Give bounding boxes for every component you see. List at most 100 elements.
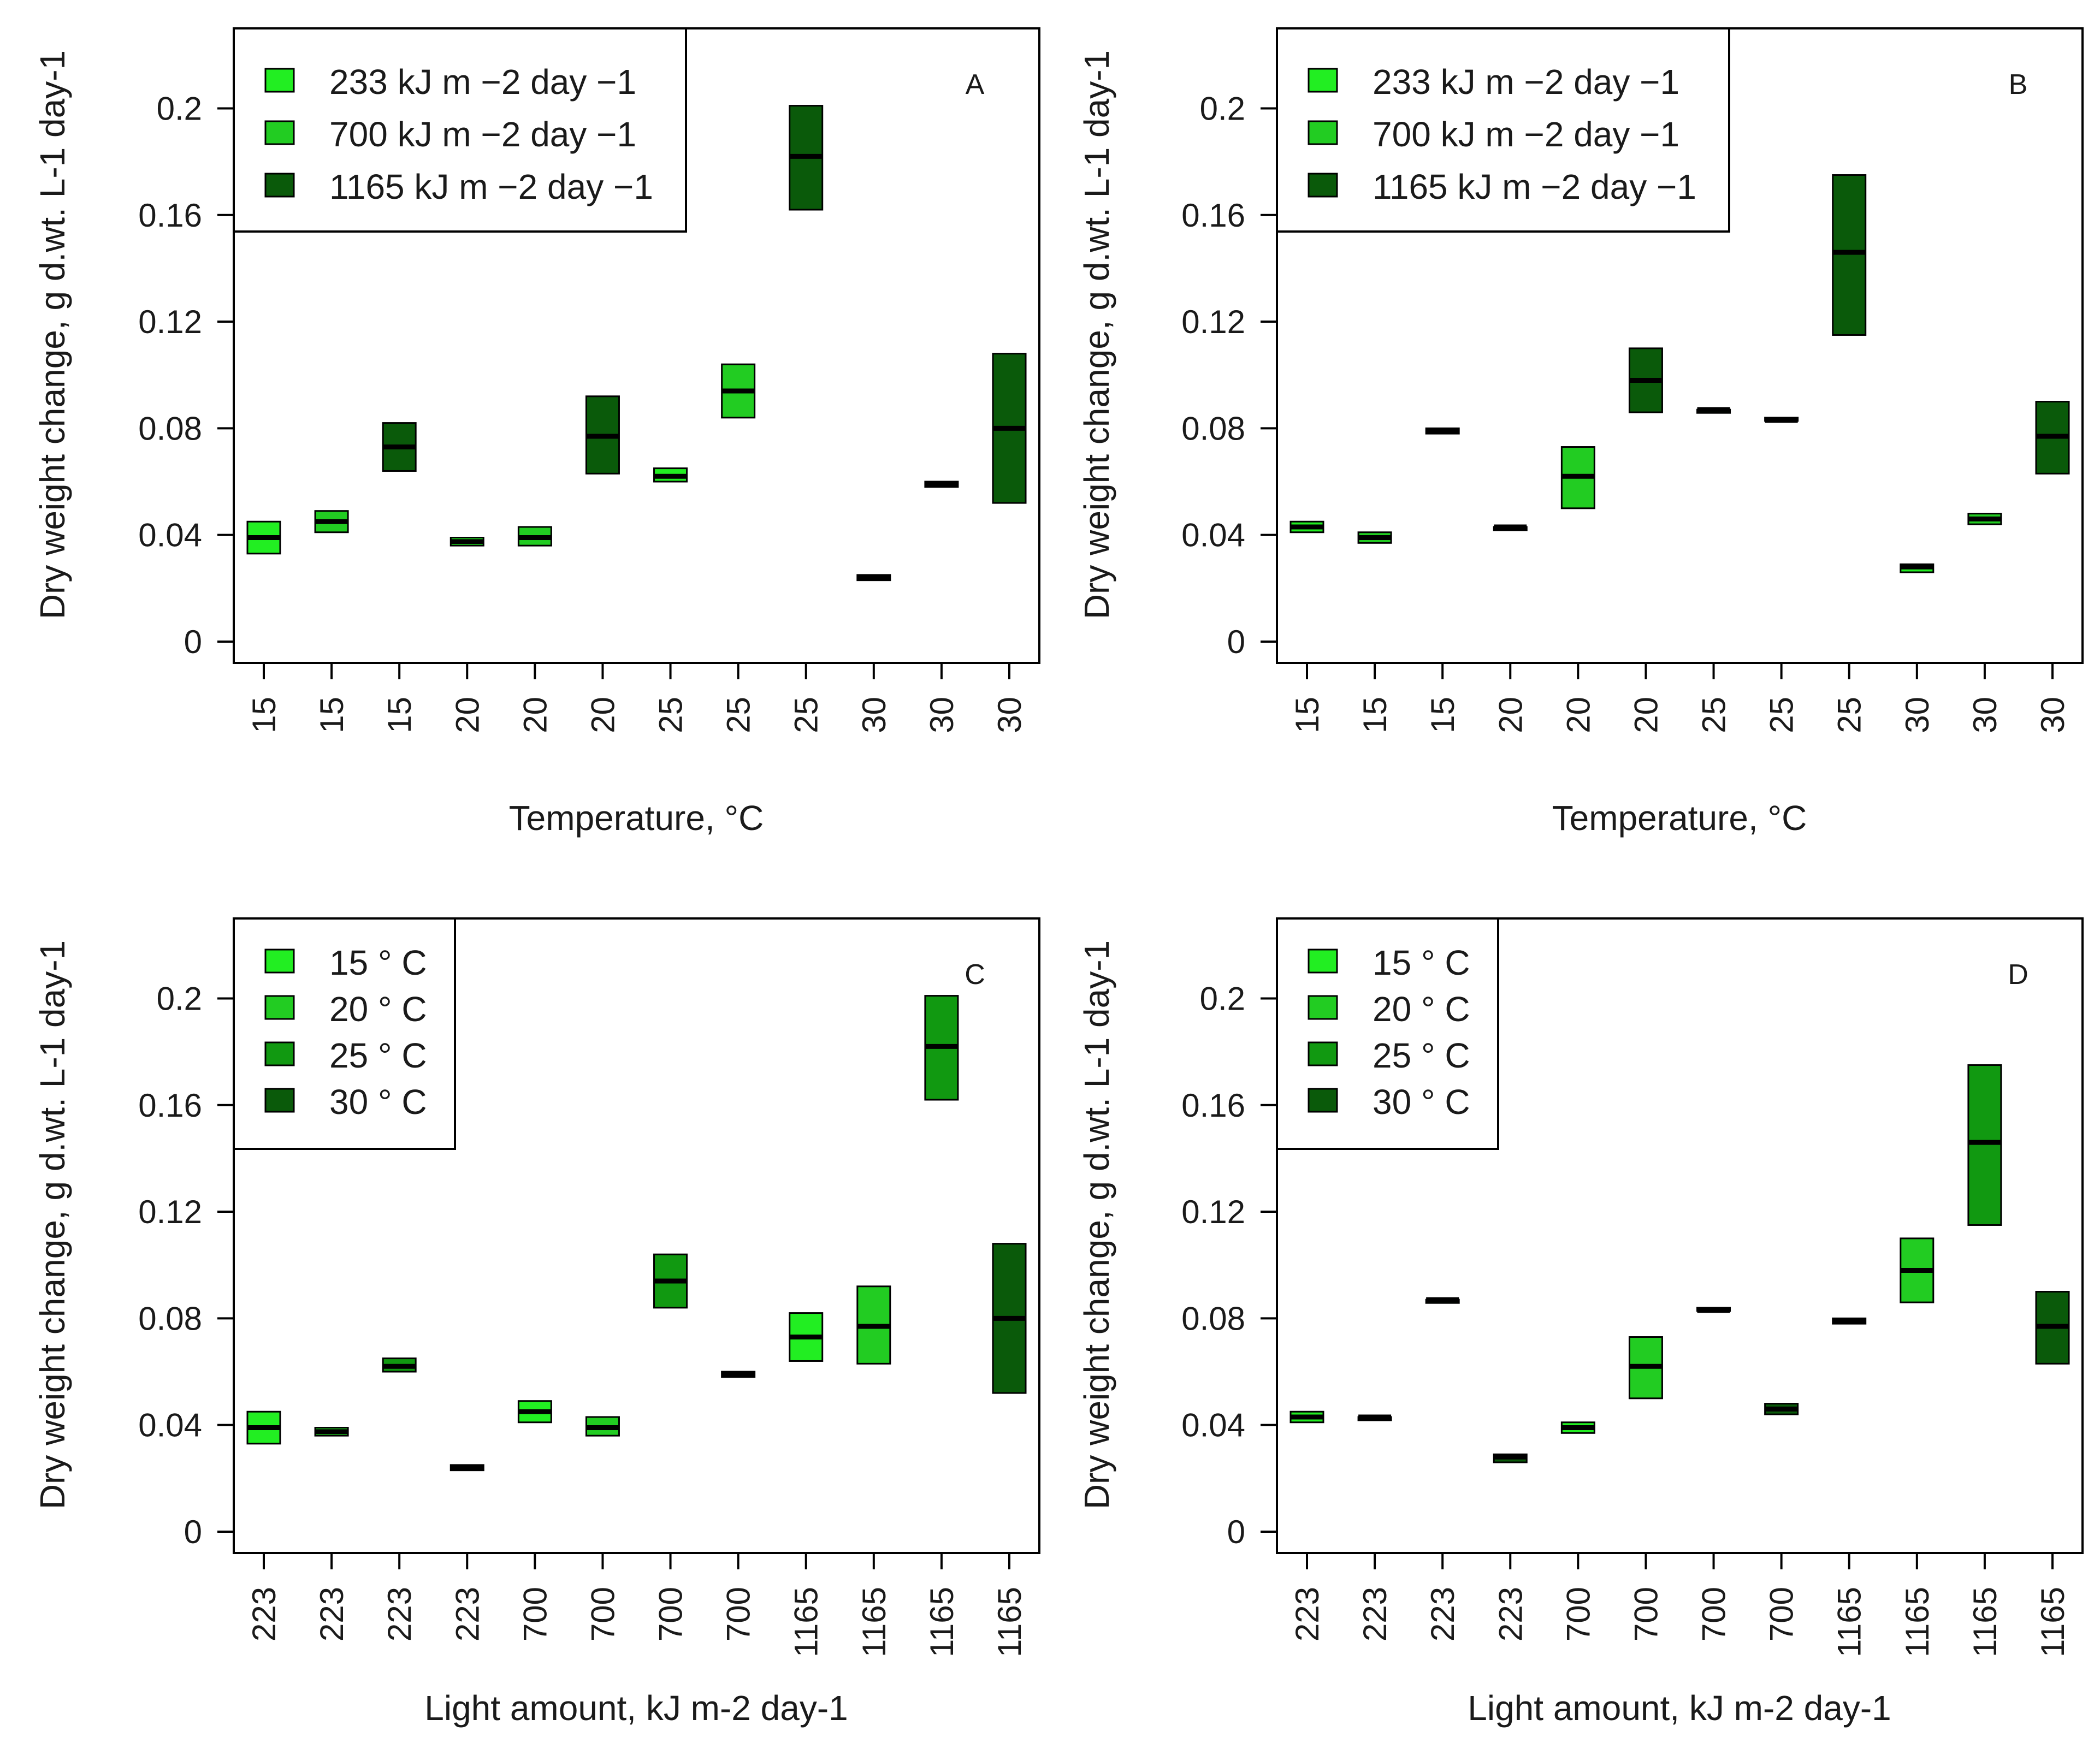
- x-tick-label: 15: [1289, 697, 1326, 733]
- x-tick-label: 25: [788, 697, 825, 733]
- y-tick-label: 0: [184, 624, 202, 660]
- y-tick-label: 0.04: [1181, 1407, 1245, 1444]
- legend-swatch-3: [1308, 173, 1338, 198]
- x-tick-label: 700: [653, 1587, 689, 1641]
- legend-swatch-1: [264, 948, 295, 974]
- x-tick-label: 20: [1628, 697, 1664, 733]
- y-tick-label: 0.08: [138, 1300, 202, 1337]
- x-axis-label: Temperature, °C: [1552, 798, 1807, 838]
- legend-label-1: 233 kJ m −2 day −1: [329, 62, 636, 102]
- y-tick-label: 0.08: [1181, 410, 1245, 447]
- x-tick-label: 30: [856, 697, 892, 733]
- x-tick-label: 223: [246, 1587, 282, 1641]
- y-tick-label: 0: [184, 1514, 202, 1550]
- x-tick-label: 25: [653, 697, 689, 733]
- x-tick-label: 1165: [991, 1587, 1028, 1657]
- y-axis-label: Dry weight change, g d.wt. L-1 day-1: [1077, 50, 1116, 619]
- x-tick-label: 700: [1628, 1587, 1664, 1641]
- legend-swatch-1: [1308, 948, 1338, 974]
- y-tick-label: 0.2: [1200, 980, 1245, 1017]
- x-tick-label: 1165: [924, 1587, 960, 1657]
- y-axis-label: Dry weight change, g d.wt. L-1 day-1: [1077, 940, 1116, 1509]
- x-tick-label: 700: [584, 1587, 621, 1641]
- x-axis-label: Temperature, °C: [509, 798, 764, 838]
- x-tick-label: 15: [313, 697, 350, 733]
- x-tick-label: 223: [1424, 1587, 1461, 1641]
- x-axis-label: Light amount, kJ m-2 day-1: [1468, 1688, 1891, 1728]
- y-tick-label: 0.12: [1181, 1194, 1245, 1230]
- legend-label-2: 700 kJ m −2 day −1: [1373, 115, 1679, 154]
- x-tick-label: 15: [381, 697, 418, 733]
- y-tick-label: 0.04: [1181, 517, 1245, 554]
- y-tick-label: 0: [1227, 624, 1245, 660]
- x-tick-label: 223: [1357, 1587, 1393, 1641]
- legend-label-1: 15 ° C: [329, 943, 427, 982]
- y-tick-label: 0.04: [138, 1407, 202, 1444]
- legend-swatch-2: [1308, 120, 1338, 145]
- x-tick-label: 15: [1424, 697, 1461, 733]
- x-tick-label: 700: [720, 1587, 757, 1641]
- x-tick-label: 25: [1831, 697, 1868, 733]
- x-tick-label: 30: [2034, 697, 2071, 733]
- legend-label-3: 25 ° C: [329, 1036, 427, 1075]
- box-9: [1832, 174, 1867, 336]
- legend-swatch-3: [1308, 1041, 1338, 1066]
- legend-label-2: 20 ° C: [329, 989, 427, 1029]
- y-tick-label: 0.16: [138, 1087, 202, 1124]
- x-tick-label: 15: [1357, 697, 1393, 733]
- legend-label-1: 15 ° C: [1373, 943, 1470, 982]
- y-tick-label: 0.08: [1181, 1300, 1245, 1337]
- legend-label-1: 233 kJ m −2 day −1: [1373, 62, 1679, 102]
- box-11: [1967, 1064, 2002, 1226]
- panel-c: 0 0.04 0.08 0.12 0.16 0.2 223 223 223 223 700 700 70…: [33, 917, 1040, 1728]
- panel-letter: A: [966, 69, 985, 100]
- x-tick-label: 1165: [1967, 1587, 2003, 1657]
- x-tick-label: 223: [449, 1587, 486, 1641]
- legend-swatch-4: [264, 1088, 295, 1113]
- legend-box: [233, 27, 687, 233]
- x-tick-label: 25: [1696, 697, 1732, 733]
- x-axis-label: Light amount, kJ m-2 day-1: [424, 1688, 848, 1728]
- plot-frame: [1276, 917, 2084, 1554]
- y-tick-label: 0.08: [138, 410, 202, 447]
- x-tick-label: 30: [1899, 697, 1936, 733]
- y-tick-label: 0.12: [1181, 304, 1245, 340]
- x-tick-label: 700: [1560, 1587, 1596, 1641]
- x-tick-label: 15: [246, 697, 282, 733]
- y-tick-label: 0.2: [157, 90, 202, 127]
- x-tick-label: 1165: [2034, 1587, 2071, 1657]
- y-tick-label: 0.12: [138, 1194, 202, 1230]
- panel-b: 0 0.04 0.08 0.12 0.16 0.2 15 15 15 20 20 20 25 25 25 30…: [1077, 27, 2084, 838]
- y-axis-label: Dry weight change, g d.wt. L-1 day-1: [33, 50, 72, 619]
- y-tick-label: 0.12: [138, 304, 202, 340]
- x-tick-label: 30: [991, 697, 1028, 733]
- panel-letter: D: [2008, 959, 2028, 991]
- legend-label-2: 20 ° C: [1373, 989, 1470, 1029]
- y-axis-label: Dry weight change, g d.wt. L-1 day-1: [33, 940, 72, 1509]
- x-tick-label: 700: [1764, 1587, 1800, 1641]
- x-tick-label: 30: [1967, 697, 2003, 733]
- legend-swatch-3: [264, 173, 295, 198]
- panel-a: 0 0.04 0.08 0.12 0.16 0.2 15 15 15 20 20 20 25 25 25 30…: [33, 27, 1040, 838]
- legend-label-4: 30 ° C: [1373, 1082, 1470, 1122]
- x-tick-label: 20: [517, 697, 553, 733]
- x-tick-label: 1165: [1831, 1587, 1868, 1657]
- y-tick-label: 0.2: [157, 980, 202, 1017]
- y-tick-label: 0.16: [138, 197, 202, 234]
- y-tick-label: 0.16: [1181, 1087, 1245, 1124]
- legend-label-3: 25 ° C: [1373, 1036, 1470, 1075]
- x-tick-label: 223: [381, 1587, 418, 1641]
- legend-swatch-2: [264, 995, 295, 1020]
- legend-swatch-3: [264, 1041, 295, 1066]
- legend-swatch-2: [1308, 995, 1338, 1020]
- x-tick-label: 700: [1696, 1587, 1732, 1641]
- y-tick-label: 0.04: [138, 517, 202, 554]
- x-tick-label: 25: [1764, 697, 1800, 733]
- x-tick-label: 1165: [856, 1587, 892, 1657]
- legend-label-4: 30 ° C: [329, 1082, 427, 1122]
- plot-frame: [233, 917, 1040, 1554]
- x-tick-label: 223: [1492, 1587, 1529, 1641]
- legend-label-2: 700 kJ m −2 day −1: [329, 115, 636, 154]
- x-tick-label: 20: [1492, 697, 1529, 733]
